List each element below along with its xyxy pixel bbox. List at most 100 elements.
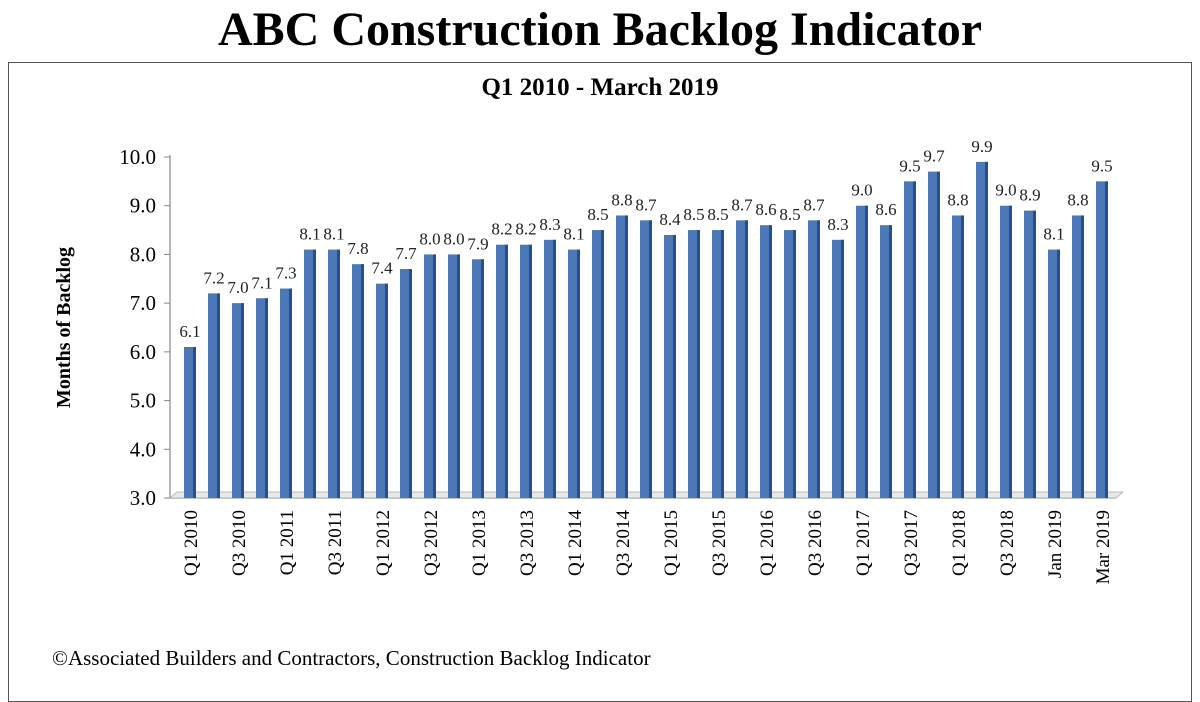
data-label: 7.8 [347, 239, 368, 258]
data-label: 9.5 [1091, 156, 1112, 175]
bar-side [265, 298, 268, 498]
data-label: 8.8 [611, 190, 632, 209]
bar-side [985, 161, 988, 498]
y-tick-label: 6.0 [130, 340, 156, 364]
bar-side [577, 249, 580, 498]
data-label: 7.4 [371, 259, 393, 278]
bar-side [457, 254, 460, 498]
y-tick-label: 10.0 [119, 145, 156, 169]
bar-side [217, 293, 220, 498]
bar-side [601, 230, 604, 499]
bar-side [745, 220, 748, 499]
data-label: 8.6 [875, 200, 896, 219]
x-tick-label: Q3 2018 [997, 510, 1018, 576]
chart-title: ABC Construction Backlog Indicator [217, 3, 983, 56]
data-label: 8.7 [803, 195, 825, 214]
bar-chart: 3.0 4.0 5.0 6.0 7.0 8.0 9.0 10.0 Months of Backl… [53, 137, 1125, 584]
data-label: 7.3 [275, 264, 296, 283]
data-label: 9.5 [899, 156, 920, 175]
bar-side [793, 230, 796, 499]
bar-side [841, 239, 844, 499]
data-label: 8.3 [539, 215, 560, 234]
x-tick-label: Q3 2011 [325, 510, 346, 575]
bar-side [337, 249, 340, 498]
bar-side [769, 225, 772, 498]
bar-side [889, 225, 892, 498]
data-label: 8.7 [731, 195, 753, 214]
x-tick-label: Q1 2018 [949, 510, 970, 576]
x-tick-label: Q3 2017 [901, 510, 922, 576]
data-label: 9.0 [995, 181, 1016, 200]
x-tick-label: Q1 2012 [373, 510, 394, 576]
bar-side [625, 215, 628, 498]
copyright-footer: ©Associated Builders and Contractors, Co… [52, 646, 651, 670]
x-tick-label: Q1 2017 [853, 510, 874, 576]
data-label: 9.0 [851, 181, 872, 200]
data-label: 9.7 [923, 147, 945, 166]
bar-side [505, 244, 508, 498]
bar-side [937, 171, 940, 498]
data-label: 9.9 [971, 137, 992, 156]
bar-side [1057, 249, 1060, 498]
bar-side [553, 239, 556, 499]
data-label: 8.4 [659, 210, 681, 229]
bar-side [433, 254, 436, 498]
data-label: 8.5 [683, 205, 704, 224]
data-label: 8.5 [587, 205, 608, 224]
x-tick-label: Mar 2019 [1093, 510, 1114, 584]
data-label: 8.1 [299, 225, 320, 244]
data-label: 8.5 [707, 205, 728, 224]
data-label: 8.7 [635, 195, 657, 214]
data-label: 7.1 [251, 273, 272, 292]
bar-side [1033, 210, 1036, 499]
bar-side [1009, 205, 1012, 498]
bar-side [529, 244, 532, 498]
data-label: 7.2 [203, 268, 224, 287]
x-tick-label: Q1 2010 [181, 510, 202, 576]
y-tick-label: 8.0 [130, 242, 156, 266]
y-tick-label: 7.0 [130, 291, 156, 315]
bar-side [313, 249, 316, 498]
y-tick-label: 9.0 [130, 194, 156, 218]
data-label: 8.1 [563, 225, 584, 244]
x-tick-label: Q3 2014 [613, 510, 634, 576]
data-label: 8.8 [1067, 190, 1088, 209]
data-label: 7.7 [395, 244, 417, 263]
bar-side [721, 230, 724, 499]
x-tick-label: Q1 2014 [565, 510, 586, 576]
bar-side [961, 215, 964, 498]
bar-side [649, 220, 652, 499]
x-tick-label: Q3 2016 [805, 510, 826, 576]
bar-side [913, 181, 916, 498]
bar-side [673, 234, 676, 498]
x-tick-label: Q1 2015 [661, 510, 682, 576]
data-label: 8.9 [1019, 186, 1040, 205]
x-tick-label: Q1 2011 [277, 510, 298, 575]
bar-side [1081, 215, 1084, 498]
bar-side [193, 346, 196, 498]
x-tick-label: Q3 2010 [229, 510, 250, 576]
bar-side [409, 269, 412, 498]
data-label: 8.5 [779, 205, 800, 224]
data-label: 7.0 [227, 278, 248, 297]
bar-side [865, 205, 868, 498]
data-label: 8.8 [947, 190, 968, 209]
data-label: 7.9 [467, 234, 488, 253]
chart-subtitle: Q1 2010 - March 2019 [481, 74, 719, 101]
bar-side [1105, 181, 1108, 498]
data-label: 8.2 [515, 220, 536, 239]
bar-side [241, 303, 244, 498]
x-tick-label: Q3 2013 [517, 510, 538, 576]
x-tick-label: Q3 2012 [421, 510, 442, 576]
y-tick-label: 5.0 [130, 389, 156, 413]
x-tick-label: Q1 2016 [757, 510, 778, 576]
data-label: 8.1 [1043, 225, 1064, 244]
x-tick-label: Q1 2013 [469, 510, 490, 576]
bar-side [361, 264, 364, 498]
data-label: 8.0 [443, 229, 464, 248]
bar-side [697, 230, 700, 499]
data-label: 8.6 [755, 200, 776, 219]
bar-side [289, 288, 292, 498]
y-axis-label: Months of Backlog [53, 247, 75, 408]
bar-side [481, 259, 484, 498]
